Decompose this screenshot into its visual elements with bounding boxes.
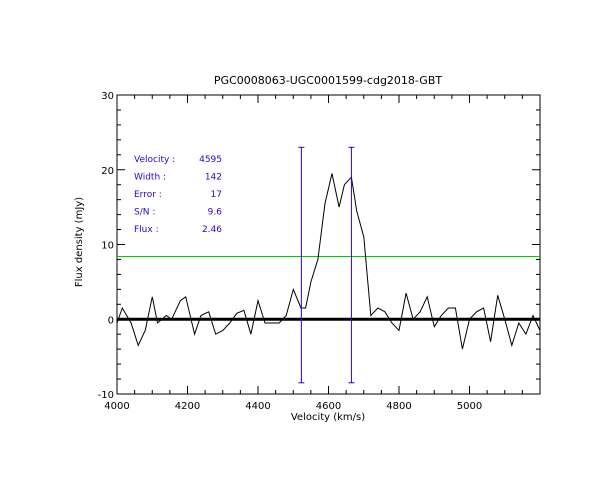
annotation-label: Width : bbox=[134, 173, 166, 183]
plot-area bbox=[116, 94, 541, 395]
y-tick-label: 0 bbox=[108, 315, 114, 326]
y-tick-label: -10 bbox=[98, 390, 114, 401]
chart-title: PGC0008063-UGC0001599-cdg2018-GBT bbox=[214, 74, 442, 87]
plot-frame bbox=[116, 94, 541, 395]
x-tick-label: 4000 bbox=[104, 401, 129, 412]
annotation-value: 9.6 bbox=[208, 208, 223, 218]
x-tick-label: 4400 bbox=[245, 401, 270, 412]
series-line-spectrum bbox=[116, 173, 541, 350]
fit-annotations: Velocity : 4595 Width : 142 Error : 17 S/N : 9.… bbox=[134, 155, 222, 235]
y-tick-label: 10 bbox=[101, 241, 114, 252]
annotation-label: S/N : bbox=[134, 208, 155, 218]
y-axis-label: Flux density (mJy) bbox=[74, 197, 85, 287]
x-axis: 4000 4200 4400 4600 4800 5000 bbox=[104, 95, 541, 412]
annotation-value: 17 bbox=[211, 190, 222, 200]
annotation-value: 2.46 bbox=[202, 225, 222, 235]
annotation-label: Velocity : bbox=[134, 155, 175, 165]
annotation-label: Flux : bbox=[134, 225, 159, 235]
annotation-value: 142 bbox=[205, 173, 222, 183]
y-axis: -10 0 10 20 30 bbox=[98, 91, 540, 401]
x-tick-label: 4600 bbox=[316, 401, 341, 412]
annotation-value: 4595 bbox=[199, 155, 222, 165]
y-tick-label: 20 bbox=[101, 166, 114, 177]
x-tick-label: 4200 bbox=[175, 401, 200, 412]
annotation-label: Error : bbox=[134, 190, 162, 200]
x-tick-label: 5000 bbox=[457, 401, 482, 412]
y-tick-label: 30 bbox=[101, 91, 114, 102]
x-tick-label: 4800 bbox=[386, 401, 411, 412]
x-axis-label: Velocity (km/s) bbox=[291, 412, 365, 423]
